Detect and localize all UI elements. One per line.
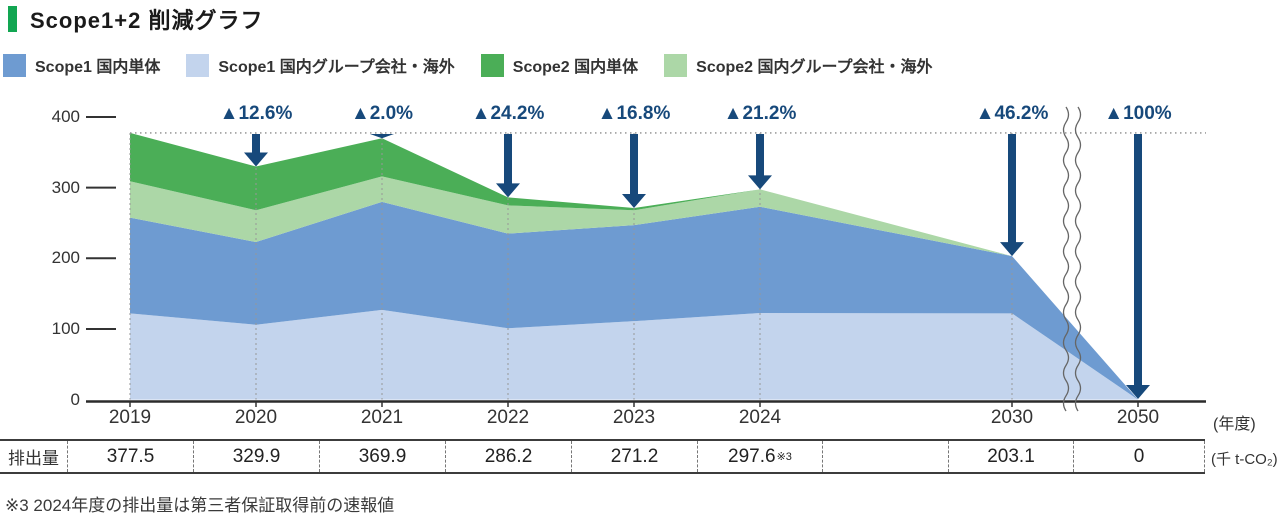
legend-label: Scope2 国内単体: [512, 59, 639, 76]
reduction-arrow-2050: [1126, 134, 1150, 399]
legend-item-scope1-group-overseas: Scope1 国内グループ会社・海外: [186, 53, 455, 77]
footnote: ※3 2024年度の排出量は第三者保証取得前の速報値: [5, 496, 395, 515]
scope2-group-overseas-swatch: [664, 53, 688, 77]
legend-item-scope2-domestic: Scope2 国内単体: [480, 53, 639, 77]
reduction-arrow-2020: [244, 134, 268, 167]
year-label-2050: 2050: [1116, 407, 1160, 428]
pct-label-2022: ▲24.2%: [471, 103, 545, 124]
ytick-label-300: 300: [51, 177, 80, 197]
table-row-header: 排出量: [8, 449, 59, 468]
page-title: Scope1+2 削減グラフ: [30, 8, 264, 33]
ytick-label-100: 100: [51, 318, 80, 338]
pct-label-2020: ▲12.6%: [219, 103, 293, 124]
area-series-2: [130, 176, 1138, 400]
pct-label-2024: ▲21.2%: [723, 103, 797, 124]
year-label-2020: 2020: [234, 407, 278, 428]
scope2-domestic-swatch: [480, 53, 504, 77]
scope1-domestic-swatch: [3, 53, 26, 77]
year-label-2022: 2022: [486, 407, 530, 428]
scope1-group-overseas-swatch: [186, 53, 210, 77]
table-cell-2024: 297.6 ※3: [697, 441, 822, 472]
table-cell-2020: 329.9: [193, 441, 319, 472]
table-cell-2021: 369.9: [319, 441, 445, 472]
reduction-arrow-2021: [370, 134, 394, 139]
year-label-2023: 2023: [612, 407, 656, 428]
reduction-arrow-2024: [748, 134, 772, 190]
year-label-2021: 2021: [360, 407, 404, 428]
legend-label: Scope2 国内グループ会社・海外: [696, 59, 933, 76]
chart-legend: Scope1 国内単体 Scope1 国内グループ会社・海外 Scope2 国内…: [3, 53, 933, 77]
axis-break-wave-1: [1074, 106, 1082, 412]
reduction-arrow-2023: [622, 134, 646, 208]
legend-label: Scope1 国内グループ会社・海外: [218, 59, 455, 76]
year-label-2030: 2030: [990, 407, 1034, 428]
year-label-2019: 2019: [108, 407, 152, 428]
pct-label-2021: ▲2.0%: [350, 103, 414, 124]
table-cell-2019: 377.5: [67, 441, 193, 472]
table-cell-2050: 203.1: [948, 441, 1073, 472]
table-cell-2050: 0: [1073, 441, 1205, 472]
legend-label: Scope1 国内単体: [35, 59, 161, 76]
ytick-label-0: 0: [70, 389, 80, 409]
table-cell-2022: 286.2: [445, 441, 571, 472]
reduction-arrow-2022: [496, 134, 520, 198]
ytick-label-400: 400: [51, 107, 80, 126]
year-label-2024: 2024: [738, 407, 782, 428]
axis-break-wave-0: [1062, 106, 1070, 412]
ytick-label-200: 200: [51, 248, 80, 268]
pct-label-2030: ▲46.2%: [975, 103, 1049, 124]
page-title-block: Scope1+2 削減グラフ: [8, 3, 263, 35]
reduction-arrow-2030: [1000, 134, 1024, 257]
legend-item-scope1-domestic: Scope1 国内単体: [3, 53, 160, 77]
table-cell-empty: [822, 441, 948, 472]
pct-label-2023: ▲16.8%: [597, 103, 671, 124]
table-cell-2023: 271.2: [571, 441, 697, 472]
x-axis-unit-label: (年度): [1213, 416, 1256, 433]
title-accent-bar: [8, 6, 17, 32]
emission-table: 排出量 377.5 329.9 369.9 286.2 271.2 297.6 ※3 203.1…: [0, 439, 1205, 474]
y-axis-unit-label: (千 t-CO₂): [1211, 451, 1278, 468]
pct-label-2050: ▲100%: [1104, 103, 1172, 124]
legend-item-scope2-group-overseas: Scope2 国内グループ会社・海外: [664, 53, 933, 77]
area-series-1: [130, 201, 1138, 400]
